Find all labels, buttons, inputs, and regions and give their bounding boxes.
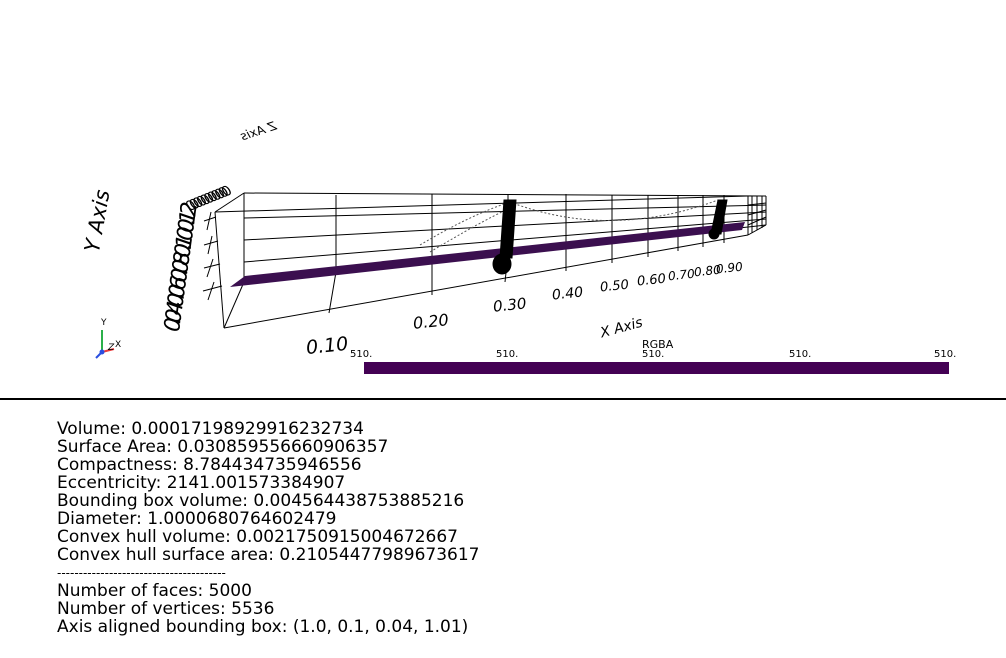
orientation-origin bbox=[99, 349, 105, 355]
mesh-towers bbox=[492, 199, 728, 275]
x-tick-5: 0.60 bbox=[636, 271, 667, 290]
stat-bounding-box-volume: Bounding box volume: 0.00456443875388521… bbox=[57, 491, 465, 511]
stat-number-of-faces: Number of faces: 5000 bbox=[57, 581, 252, 601]
stat-surface-area: Surface Area: 0.030859556660906357 bbox=[57, 437, 389, 457]
orientation-widget[interactable] bbox=[95, 330, 115, 359]
x-tick-4: 0.50 bbox=[599, 277, 630, 296]
render-viewport[interactable]: Y Axis X Axis Z Axis 0.040.060.080.100.1… bbox=[0, 0, 1006, 398]
mesh-deck bbox=[230, 222, 745, 287]
x-tick-8: 0.90 bbox=[715, 259, 744, 277]
stat-volume: Volume: 0.00017198929916232734 bbox=[57, 419, 364, 439]
mesh-statistics-panel: Volume: 0.00017198929916232734 Surface A… bbox=[57, 420, 957, 636]
orientation-y-label: Y bbox=[101, 318, 107, 328]
viewport-divider bbox=[0, 398, 1006, 400]
x-tick-6: 0.70 bbox=[667, 266, 696, 284]
scalar-bar-label-3: 510. bbox=[789, 349, 812, 360]
stat-diameter: Diameter: 1.0000680764602479 bbox=[57, 509, 337, 529]
stat-separator: --------------------------------------- bbox=[57, 566, 226, 580]
stat-convex-hull-volume: Convex hull volume: 0.002175091500467266… bbox=[57, 527, 458, 547]
orientation-z-label: Z bbox=[108, 343, 115, 353]
orientation-x-label: X bbox=[115, 340, 122, 350]
stat-compactness: Compactness: 8.784434735946556 bbox=[57, 455, 362, 475]
cube-axes bbox=[202, 192, 767, 329]
stat-eccentricity: Eccentricity: 2141.001573384907 bbox=[57, 473, 346, 493]
axes-grid bbox=[95, 192, 767, 359]
x-tick-0: 0.10 bbox=[304, 332, 350, 360]
scalar-bar-label-0: 510. bbox=[350, 349, 373, 360]
tower-left-base bbox=[492, 253, 512, 275]
x-tick-2: 0.30 bbox=[492, 294, 528, 316]
stat-axis-aligned-bounding-box: Axis aligned bounding box: (1.0, 0.1, 0.… bbox=[57, 617, 469, 637]
stat-convex-hull-surface-area: Convex hull surface area: 0.210544779896… bbox=[57, 545, 480, 565]
scalar-bar-title: RGBA bbox=[642, 338, 674, 351]
tower-right-base bbox=[708, 228, 720, 240]
stat-number-of-vertices: Number of vertices: 5536 bbox=[57, 599, 275, 619]
scalar-bar bbox=[364, 362, 949, 374]
mesh-surface bbox=[230, 222, 745, 287]
scalar-bar-label-1: 510. bbox=[496, 349, 519, 360]
x-tick-3: 0.40 bbox=[551, 284, 584, 304]
scalar-bar-label-2: 510. bbox=[642, 349, 665, 360]
x-tick-1: 0.20 bbox=[412, 310, 450, 333]
scalar-bar-label-4: 510. bbox=[934, 349, 957, 360]
